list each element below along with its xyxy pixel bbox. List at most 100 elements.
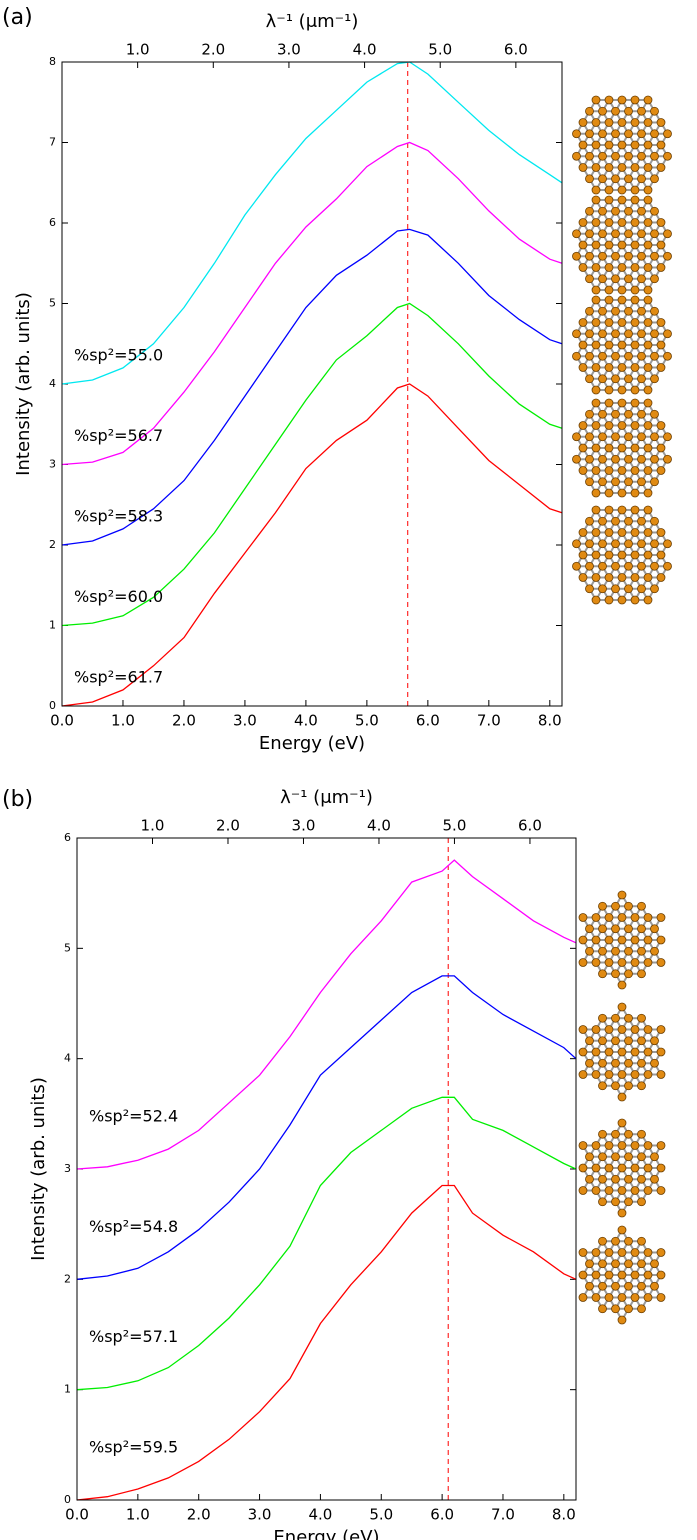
atom [585, 229, 594, 239]
atom [630, 1141, 640, 1150]
atom [617, 980, 627, 990]
atom [591, 295, 601, 305]
atom [598, 1174, 607, 1184]
atom [650, 561, 659, 571]
atom [630, 550, 640, 560]
atom [656, 318, 666, 327]
atom [617, 1225, 627, 1235]
atom [656, 1070, 666, 1079]
atom [604, 295, 614, 305]
atom [611, 539, 620, 549]
atom [598, 561, 607, 571]
atom [630, 240, 640, 250]
atom [578, 573, 588, 582]
atom [643, 398, 653, 408]
atom [656, 958, 666, 967]
atom [630, 95, 640, 105]
atom [611, 1304, 620, 1314]
atom [617, 1141, 627, 1150]
atom [604, 528, 614, 537]
atom [624, 924, 633, 934]
atom [617, 595, 627, 605]
atom [572, 351, 581, 361]
molecule-icon [578, 890, 666, 990]
x2-axis-title: λ⁻¹ (μm⁻¹) [266, 11, 359, 32]
atom [611, 1129, 620, 1139]
atom [643, 595, 653, 605]
atom [604, 95, 614, 105]
atom [578, 443, 588, 453]
atom [656, 1248, 666, 1257]
atom [637, 1174, 646, 1184]
atom [578, 318, 588, 327]
atom [611, 409, 620, 419]
atom [617, 185, 627, 195]
atom [611, 1058, 620, 1068]
atom [650, 174, 659, 184]
atom [591, 1186, 601, 1195]
atom [630, 528, 640, 537]
atom [624, 1013, 633, 1023]
atom [617, 118, 627, 127]
atom [578, 118, 588, 127]
atom [650, 516, 659, 526]
atom [611, 1281, 620, 1291]
atom [637, 924, 646, 934]
x-tick-label: 1.0 [126, 1506, 150, 1524]
atom [656, 1293, 666, 1302]
atom [598, 1013, 607, 1023]
atom [643, 340, 653, 350]
atom [650, 229, 659, 239]
atom [624, 206, 633, 216]
atom [572, 151, 581, 161]
atom [598, 329, 607, 339]
atom [643, 913, 653, 922]
atom [604, 505, 614, 515]
atom [617, 1270, 627, 1280]
atom [591, 163, 601, 172]
atom [604, 185, 614, 195]
atom [624, 251, 633, 261]
atom [637, 432, 646, 442]
atom [617, 195, 627, 205]
atom [643, 318, 653, 327]
atom [617, 1047, 627, 1057]
atom [643, 466, 653, 475]
atom [611, 1013, 620, 1023]
atom [611, 1152, 620, 1162]
atom [624, 1197, 633, 1207]
atom [617, 1118, 627, 1128]
atom [643, 195, 653, 205]
atom [591, 285, 601, 295]
atom [617, 528, 627, 537]
atom [591, 466, 601, 475]
atom [604, 263, 614, 272]
y-tick-label: 2 [64, 1272, 71, 1285]
atom [604, 285, 614, 295]
series-label: %sp²=59.5 [89, 1438, 178, 1457]
atom [578, 1163, 588, 1173]
atom [611, 1081, 620, 1091]
atom [591, 1293, 601, 1302]
atom [630, 185, 640, 195]
atom [656, 421, 666, 430]
atom [630, 295, 640, 305]
atom [617, 1092, 627, 1102]
plot-frame [76, 837, 577, 1501]
atom [611, 1236, 620, 1246]
atom [617, 1248, 627, 1257]
atom [643, 218, 653, 227]
atom [604, 595, 614, 605]
atom [643, 1047, 653, 1057]
panel-label: (b) [2, 787, 33, 812]
series-label: %sp²=57.1 [89, 1327, 178, 1346]
atom [650, 274, 659, 284]
atom [643, 140, 653, 150]
x-tick-label: 7.0 [477, 712, 501, 730]
atom [637, 946, 646, 956]
atom [604, 466, 614, 475]
atom [624, 901, 633, 911]
atom [624, 454, 633, 464]
atom [598, 274, 607, 284]
atom [656, 528, 666, 537]
